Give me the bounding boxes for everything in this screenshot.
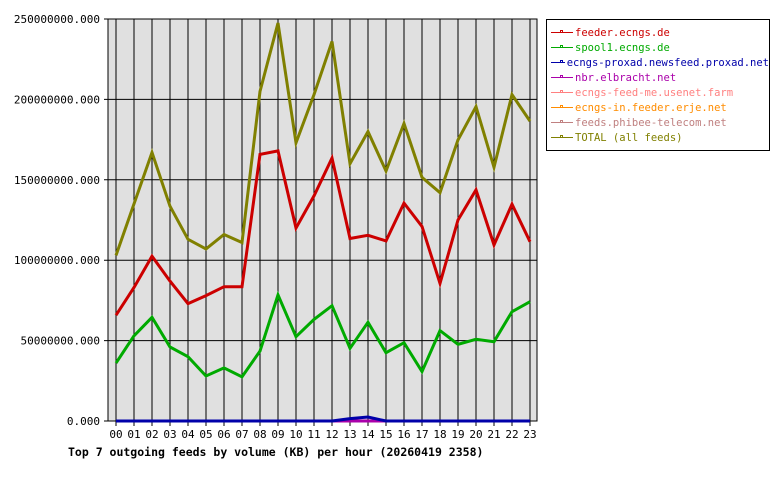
legend-label: ecngs-in.feeder.erje.net bbox=[575, 101, 727, 114]
x-tick-label: 13 bbox=[343, 428, 356, 441]
x-tick-label: 03 bbox=[163, 428, 176, 441]
legend-label: spool1.ecngs.de bbox=[575, 41, 670, 54]
series-line-feeder-ecngs-de bbox=[114, 149, 532, 317]
chart-title: Top 7 outgoing feeds by volume (KB) per … bbox=[68, 445, 483, 459]
x-tick-label: 08 bbox=[253, 428, 266, 441]
x-tick-label: 19 bbox=[451, 428, 464, 441]
legend-label: TOTAL (all feeds) bbox=[575, 131, 683, 144]
legend-item: TOTAL (all feeds) bbox=[547, 130, 769, 145]
series-lines bbox=[114, 22, 532, 423]
y-tick-label: 0.000 bbox=[67, 415, 100, 428]
x-tick-label: 16 bbox=[397, 428, 410, 441]
legend-line-marker-icon bbox=[551, 133, 573, 142]
x-tick-label: 12 bbox=[325, 428, 338, 441]
x-tick-label: 06 bbox=[217, 428, 230, 441]
legend: feeder.ecngs.de spool1.ecngs.de ecngs-prox… bbox=[546, 19, 770, 151]
y-axis: 0.000 50000000.000 100000000.000 150000000.… bbox=[14, 13, 100, 428]
x-tick-label: 22 bbox=[505, 428, 518, 441]
plot-area bbox=[108, 19, 537, 421]
x-tick-label: 17 bbox=[415, 428, 428, 441]
x-tick-label: 02 bbox=[145, 428, 158, 441]
x-tick-label: 00 bbox=[109, 428, 122, 441]
legend-item: ecngs-in.feeder.erje.net bbox=[547, 100, 769, 115]
x-tick-label: 20 bbox=[469, 428, 482, 441]
x-tick-label: 05 bbox=[199, 428, 212, 441]
legend-line-marker-icon bbox=[551, 118, 573, 127]
legend-item: spool1.ecngs.de bbox=[547, 40, 769, 55]
x-tick-label: 15 bbox=[379, 428, 392, 441]
y-tick-label: 200000000.000 bbox=[14, 93, 100, 106]
y-tick-label: 150000000.000 bbox=[14, 174, 100, 187]
series-line-spool1-ecngs-de bbox=[114, 290, 531, 379]
x-tick-label: 14 bbox=[361, 428, 375, 441]
x-axis: 00 01 02 03 04 05 06 07 08 09 10 11 12 13 14 15 16 17 18 19… bbox=[109, 428, 536, 441]
legend-item: feeds.phibee-telecom.net bbox=[547, 115, 769, 130]
x-tick-label: 23 bbox=[523, 428, 536, 441]
x-tick-label: 01 bbox=[127, 428, 140, 441]
legend-line-marker-icon bbox=[551, 28, 573, 37]
legend-item: ecngs-feed-me.usenet.farm bbox=[547, 85, 769, 100]
x-tick-label: 21 bbox=[487, 428, 500, 441]
legend-line-marker-icon bbox=[551, 43, 573, 52]
legend-label: ecngs-proxad.newsfeed.proxad.net bbox=[566, 56, 769, 69]
legend-label: nbr.elbracht.net bbox=[575, 71, 677, 84]
y-tick-label: 250000000.000 bbox=[14, 13, 100, 26]
x-tick-label: 04 bbox=[181, 428, 195, 441]
x-tick-label: 11 bbox=[307, 428, 320, 441]
x-tick-label: 09 bbox=[271, 428, 284, 441]
series-line-total-all-feeds- bbox=[114, 22, 532, 256]
legend-item: feeder.ecngs.de bbox=[547, 25, 769, 40]
legend-line-marker-icon bbox=[551, 88, 573, 97]
x-tick-label: 18 bbox=[433, 428, 446, 441]
x-tick-label: 07 bbox=[235, 428, 248, 441]
y-tick-label: 100000000.000 bbox=[14, 254, 100, 267]
legend-line-marker-icon bbox=[551, 58, 565, 67]
y-tick-label: 50000000.000 bbox=[21, 335, 100, 348]
legend-item: ecngs-proxad.newsfeed.proxad.net bbox=[547, 55, 769, 70]
series-line-ecngs-proxad-newsfeed-proxad-net bbox=[116, 415, 530, 423]
legend-item: nbr.elbracht.net bbox=[547, 70, 769, 85]
legend-label: feeds.phibee-telecom.net bbox=[575, 116, 727, 129]
legend-label: feeder.ecngs.de bbox=[575, 26, 670, 39]
x-tick-label: 10 bbox=[289, 428, 302, 441]
legend-line-marker-icon bbox=[551, 103, 573, 112]
legend-line-marker-icon bbox=[551, 73, 573, 82]
legend-label: ecngs-feed-me.usenet.farm bbox=[575, 86, 734, 99]
